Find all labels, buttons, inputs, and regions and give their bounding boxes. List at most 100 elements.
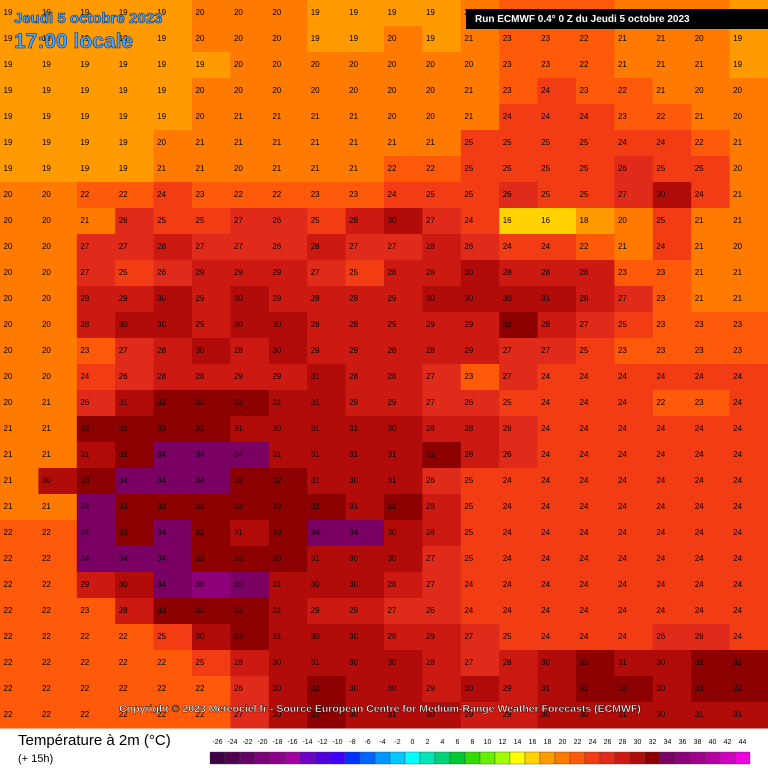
- temperature-value: 19: [80, 164, 89, 173]
- temperature-cell: [153, 208, 193, 235]
- scale-swatch: [254, 751, 271, 765]
- temperature-cell: [268, 598, 308, 625]
- temperature-value: 30: [464, 684, 473, 693]
- temperature-cell: [576, 182, 615, 209]
- temperature-value: 30: [464, 268, 473, 277]
- temperature-value: 19: [157, 112, 166, 121]
- temperature-value: 20: [42, 190, 51, 199]
- temperature-value: 24: [541, 424, 550, 433]
- temperature-value: 21: [349, 164, 358, 173]
- temperature-cell: [192, 416, 231, 443]
- temperature-cell: [384, 442, 423, 469]
- temperature-value: 24: [733, 528, 742, 537]
- temperature-cell: [691, 364, 731, 391]
- temperature-cell: [384, 130, 423, 157]
- temperature-cell: [192, 52, 231, 79]
- temperature-value: 29: [349, 346, 358, 355]
- temperature-value: 20: [349, 86, 358, 95]
- temperature-value: 21: [42, 502, 51, 511]
- scale-swatch: [509, 751, 526, 765]
- temperature-cell: [691, 624, 731, 651]
- temperature-cell: [0, 676, 39, 703]
- temperature-cell: [38, 130, 78, 157]
- temperature-value: 24: [733, 450, 742, 459]
- temperature-cell: [576, 338, 615, 365]
- temperature-value: 27: [426, 216, 435, 225]
- temperature-value: 23: [541, 34, 550, 43]
- temperature-cell: [422, 0, 462, 27]
- scale-swatch: [269, 751, 286, 765]
- temperature-cell: [153, 156, 193, 183]
- temperature-cell: [499, 702, 539, 729]
- temperature-value: 28: [426, 268, 435, 277]
- temperature-value: 24: [580, 112, 589, 121]
- temperature-cell: [652, 416, 692, 443]
- temperature-value: 29: [234, 372, 243, 381]
- temperature-cell: [230, 520, 270, 547]
- temperature-value: 26: [234, 684, 243, 693]
- temperature-cell: [345, 546, 385, 573]
- temperature-cell: [652, 156, 692, 183]
- scale-label: -24: [227, 739, 237, 746]
- temperature-cell: [115, 156, 155, 183]
- temperature-value: 23: [695, 346, 704, 355]
- temperature-cell: [384, 390, 423, 417]
- temperature-cell: [115, 676, 155, 703]
- scale-label: 30: [634, 739, 642, 746]
- temperature-value: 20: [42, 216, 51, 225]
- temperature-cell: [460, 572, 500, 599]
- temperature-cell: [614, 364, 654, 391]
- temperature-cell: [652, 650, 692, 677]
- temperature-value: 22: [119, 632, 128, 641]
- temperature-cell: [614, 390, 654, 417]
- temperature-cell: [460, 234, 500, 261]
- temperature-cell: [729, 390, 768, 417]
- temperature-value: 23: [656, 346, 665, 355]
- scale-label: -2: [394, 739, 400, 746]
- temperature-value: 20: [4, 398, 13, 407]
- temperature-value: 26: [503, 424, 512, 433]
- scale-label: -10: [332, 739, 342, 746]
- temperature-value: 22: [42, 632, 51, 641]
- temperature-cell: [691, 260, 731, 287]
- temperature-value: 22: [4, 632, 13, 641]
- temperature-value: 20: [4, 346, 13, 355]
- temperature-cell: [192, 390, 231, 417]
- temperature-cell: [307, 676, 347, 703]
- temperature-cell: [192, 182, 231, 209]
- temperature-value: 25: [580, 190, 589, 199]
- temperature-value: 27: [80, 268, 89, 277]
- temperature-value: 24: [695, 606, 704, 615]
- temperature-cell: [307, 624, 347, 651]
- temperature-cell: [384, 650, 423, 677]
- temperature-cell: [537, 104, 577, 131]
- scale-swatch: [314, 751, 331, 765]
- temperature-cell: [422, 208, 462, 235]
- temperature-value: 23: [618, 346, 627, 355]
- temperature-cell: [192, 364, 231, 391]
- temperature-cell: [115, 182, 155, 209]
- temperature-cell: [614, 624, 654, 651]
- temperature-value: 19: [4, 138, 13, 147]
- temperature-value: 24: [695, 190, 704, 199]
- temperature-cell: [499, 624, 539, 651]
- temperature-value: 29: [503, 684, 512, 693]
- temperature-value: 32: [733, 684, 742, 693]
- temperature-value: 28: [388, 372, 397, 381]
- temperature-value: 30: [656, 684, 665, 693]
- temperature-value: 20: [464, 60, 473, 69]
- temperature-cell: [230, 624, 270, 651]
- temperature-cell: [652, 390, 692, 417]
- temperature-cell: [460, 702, 500, 729]
- temperature-cell: [307, 156, 347, 183]
- temperature-value: 25: [157, 216, 166, 225]
- temperature-cell: [0, 572, 39, 599]
- temperature-cell: [0, 208, 39, 235]
- temperature-value: 21: [157, 164, 166, 173]
- temperature-cell: [76, 182, 116, 209]
- temperature-cell: [230, 52, 270, 79]
- temperature-cell: [345, 234, 385, 261]
- scale-label: -18: [272, 739, 282, 746]
- temperature-cell: [76, 26, 116, 53]
- temperature-value: 31: [311, 372, 320, 381]
